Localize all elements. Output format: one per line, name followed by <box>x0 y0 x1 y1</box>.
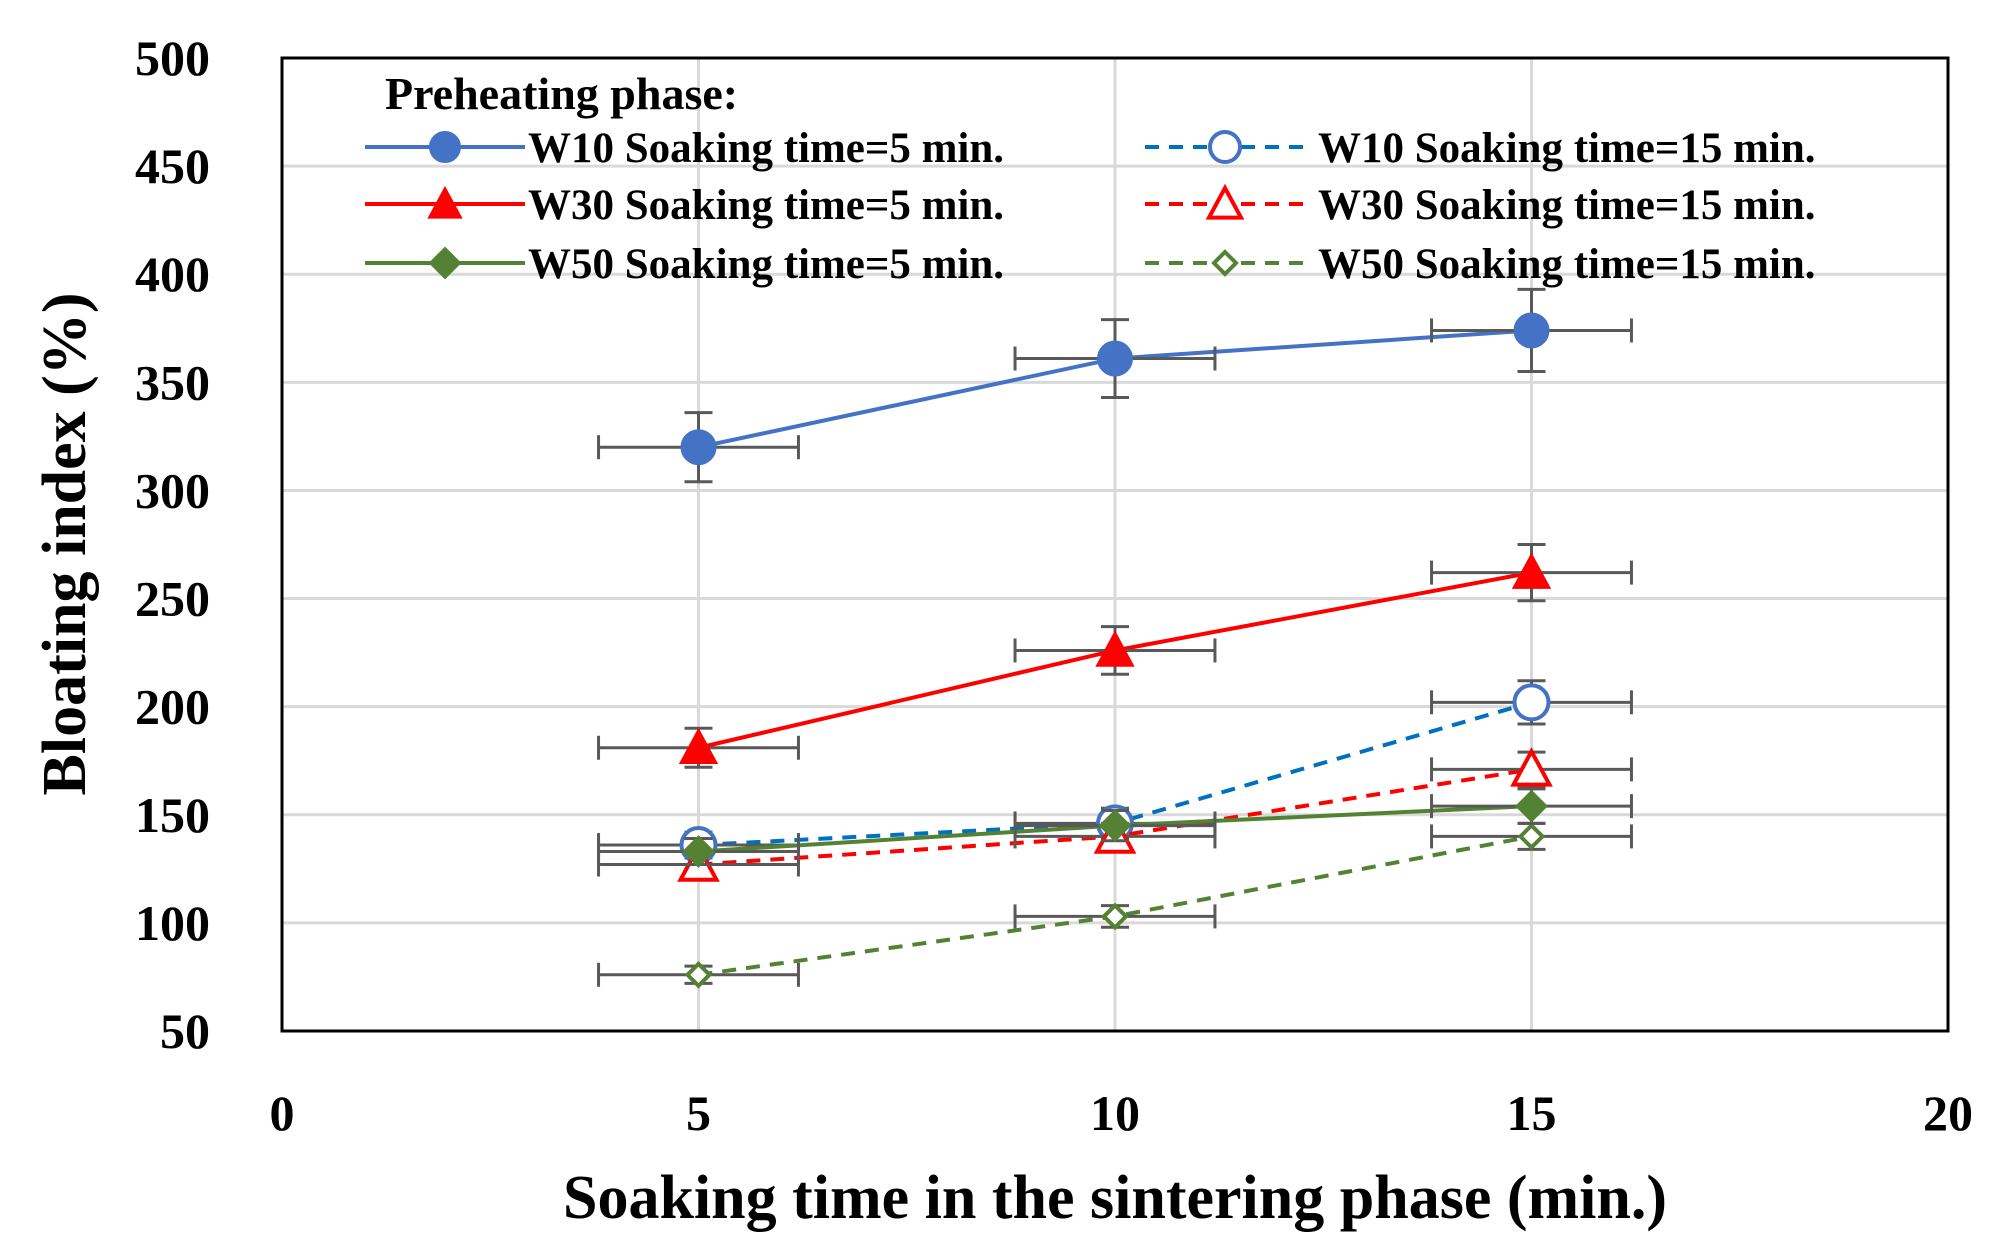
legend-label: W50 Soaking time=5 min. <box>528 241 1004 288</box>
triangle-marker <box>427 185 463 219</box>
series <box>597 287 1633 989</box>
triangle-marker <box>1205 183 1245 220</box>
circle-marker <box>680 429 717 466</box>
legend-entry: W50 Soaking time=15 min. <box>1145 241 1816 288</box>
legend-label: W50 Soaking time=15 min. <box>1318 241 1816 288</box>
circle-marker <box>429 131 461 163</box>
legend-label: W30 Soaking time=5 min. <box>528 182 1004 229</box>
triangle-marker <box>1511 552 1552 589</box>
y-axis-title: Bloating index (%) <box>31 293 99 796</box>
y-tick-label: 400 <box>135 246 210 302</box>
y-tick-label: 350 <box>135 354 210 410</box>
circle-marker <box>1208 130 1242 164</box>
diamond-marker <box>1098 809 1132 843</box>
diamond-marker <box>1515 789 1548 823</box>
plot-area-frame <box>280 56 1950 1033</box>
x-tick-label: 0 <box>270 1085 295 1141</box>
series-w10-soaking-time-5-min- <box>597 287 1633 484</box>
y-tick-label: 450 <box>135 138 210 194</box>
legend-entry: W30 Soaking time=15 min. <box>1145 182 1816 229</box>
x-tick-label: 15 <box>1507 1085 1557 1141</box>
y-tick-label: 300 <box>135 462 210 518</box>
x-axis-ticks: 0 5 10 15 20 <box>270 1085 1974 1141</box>
diamond-marker <box>428 246 462 280</box>
diamond-marker <box>682 835 715 868</box>
y-tick-label: 250 <box>135 571 210 627</box>
legend-entry: W10 Soaking time=5 min. <box>365 125 1004 172</box>
triangle-marker <box>1095 630 1135 667</box>
legend-label: W10 Soaking time=15 min. <box>1318 125 1816 172</box>
legend-title: Preheating phase: <box>385 68 738 119</box>
legend-label: W30 Soaking time=15 min. <box>1318 182 1816 229</box>
diamond-marker <box>684 960 713 989</box>
legend-entry: W10 Soaking time=15 min. <box>1145 125 1816 172</box>
diamond-marker <box>1101 902 1129 931</box>
x-tick-label: 10 <box>1090 1085 1140 1141</box>
triangle-marker <box>678 727 719 765</box>
legend-entry: W30 Soaking time=5 min. <box>365 182 1004 229</box>
x-tick-label: 20 <box>1923 1085 1973 1141</box>
y-tick-label: 150 <box>135 787 210 843</box>
circle-marker <box>1097 340 1133 377</box>
y-tick-label: 50 <box>160 1003 210 1059</box>
y-tick-label: 200 <box>135 679 210 735</box>
series-w30-soaking-time-5-min- <box>597 543 1633 769</box>
y-tick-label: 100 <box>135 895 210 951</box>
triangle-marker <box>1510 747 1553 787</box>
y-tick-label: 500 <box>135 30 210 86</box>
diamond-marker <box>1211 249 1239 277</box>
diamond-marker <box>1517 822 1546 851</box>
x-axis-title: Soaking time in the sintering phase (min… <box>563 1164 1667 1232</box>
legend: Preheating phase: W10 Soaking time=5 min… <box>365 68 1816 288</box>
legend-label: W10 Soaking time=5 min. <box>528 125 1004 172</box>
x-tick-label: 5 <box>686 1085 711 1141</box>
y-axis-ticks: 50 100 150 200 250 300 350 400 450 500 <box>135 30 210 1059</box>
legend-entry: W50 Soaking time=5 min. <box>365 241 1004 288</box>
circle-marker <box>1513 312 1550 349</box>
series-w50-soaking-time-5-min- <box>597 787 1633 868</box>
circle-marker <box>1512 683 1551 722</box>
